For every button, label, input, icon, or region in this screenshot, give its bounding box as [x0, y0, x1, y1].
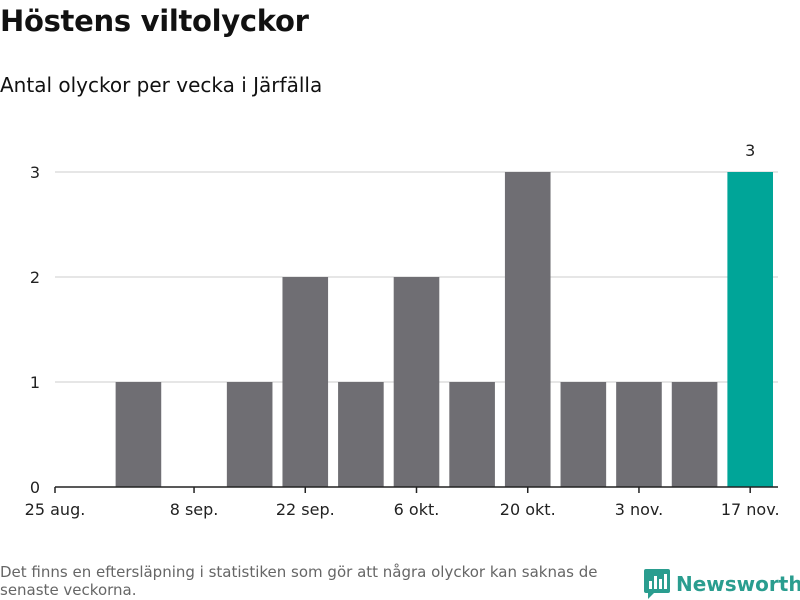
- bar: [616, 382, 662, 487]
- x-tick-label: 8 sep.: [170, 500, 219, 519]
- x-tick-label: 6 okt.: [394, 500, 440, 519]
- y-tick-label: 3: [30, 163, 40, 182]
- bar: [504, 172, 551, 487]
- chart-title: Höstens viltolyckor: [0, 4, 309, 38]
- bar: [338, 382, 384, 487]
- x-tick-label: 20 okt.: [500, 500, 556, 519]
- highlight-bar: [727, 172, 773, 487]
- bar: [282, 277, 329, 487]
- bar: [671, 382, 718, 487]
- x-tick-label: 3 nov.: [615, 500, 664, 519]
- brand-name: Newsworthy: [676, 572, 800, 596]
- data-label: 3: [745, 141, 755, 160]
- bar: [393, 277, 440, 487]
- chart-subtitle: Antal olyckor per vecka i Järfälla: [0, 73, 323, 97]
- x-tick-label: 22 sep.: [276, 500, 335, 519]
- bar: [560, 382, 607, 487]
- y-tick-label: 1: [30, 373, 40, 392]
- y-tick-label: 2: [30, 268, 40, 287]
- bar: [449, 382, 495, 487]
- newsworthy-logo[interactable]: Newsworthy: [644, 568, 800, 600]
- bar: [226, 382, 273, 487]
- x-tick-label: 17 nov.: [721, 500, 780, 519]
- y-tick-label: 0: [30, 478, 40, 497]
- bar-chart-icon: [644, 569, 670, 599]
- footnote: Det finns en eftersläpning i statistiken…: [0, 563, 598, 599]
- bar-chart: 0 1 2 3 3 25 aug. 8 sep. 22 sep. 6 okt. 20 okt. 3 …: [25, 141, 780, 519]
- x-tick-label: 25 aug.: [25, 500, 86, 519]
- bar: [115, 382, 162, 487]
